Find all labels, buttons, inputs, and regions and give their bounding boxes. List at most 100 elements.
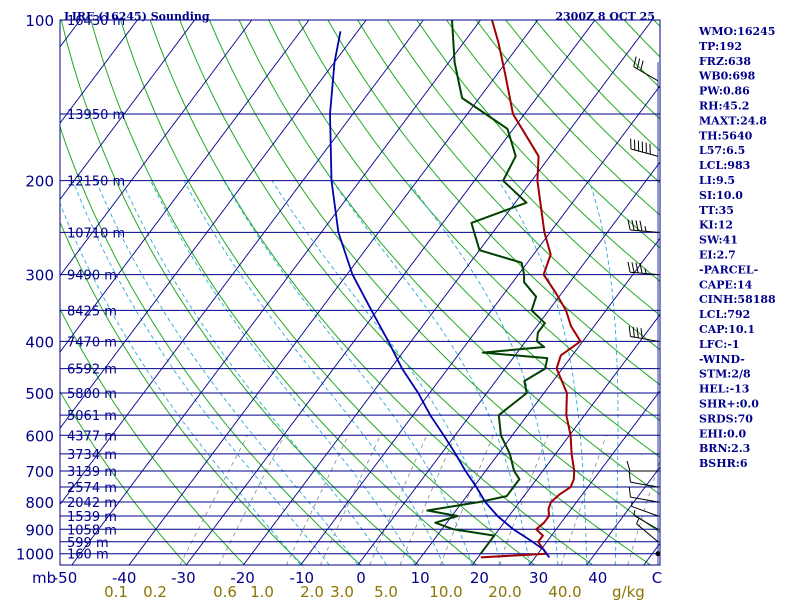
moist-adiabat xyxy=(498,180,588,565)
mixing-ratio-line xyxy=(399,435,456,565)
index-item: KI:12 xyxy=(699,219,733,232)
temperature-axis-labels: -50 -40 -30 -20 -10 0 10 20 30 40 C xyxy=(53,569,662,587)
moist-adiabat xyxy=(588,180,619,565)
mixing-ratio-tick-label: 10.0 xyxy=(429,583,462,600)
mixing-ratio-line xyxy=(560,435,607,565)
mixing-ratio-tick-label: 1.0 xyxy=(250,583,274,600)
isotherm xyxy=(60,20,138,124)
height-label: 3139 m xyxy=(67,465,117,480)
wind-barb xyxy=(630,138,659,157)
isotherm xyxy=(471,313,660,565)
wind-barb xyxy=(633,510,659,530)
moist-adiabat xyxy=(407,180,559,565)
index-item: RH:45.2 xyxy=(699,100,749,113)
isotherm xyxy=(586,466,660,565)
dry-adiabat xyxy=(60,308,246,565)
dry-adiabat xyxy=(90,20,478,565)
chart-datetime: 2300Z 8 OCT 25 xyxy=(555,10,655,23)
height-label: 7470 m xyxy=(67,335,117,350)
wind-barb xyxy=(631,501,659,517)
moist-adiabat xyxy=(72,180,330,565)
isotherm xyxy=(60,20,310,353)
index-item: CINH:58188 xyxy=(699,293,776,306)
pressure-tick-label: 500 xyxy=(25,385,54,403)
mixing-ratio-line xyxy=(369,435,428,565)
moist-adiabat xyxy=(183,180,445,565)
pressure-tick-label: 1000 xyxy=(16,546,54,564)
wind-barb xyxy=(628,486,659,503)
moist-adiabat xyxy=(150,180,416,565)
mixing-ratio-tick-label: 2.0 xyxy=(300,583,324,600)
height-label: 8425 m xyxy=(67,304,117,319)
index-item: SW:41 xyxy=(699,234,738,247)
mixing-ratio-unit: g/kg xyxy=(612,583,645,600)
index-item: SHR+:0.0 xyxy=(699,398,759,411)
wind-barb xyxy=(626,460,658,472)
isotherm xyxy=(243,20,653,565)
mixing-ratio-line xyxy=(498,435,549,565)
isotherms xyxy=(60,20,660,565)
dry-adiabat xyxy=(60,220,304,565)
mixing-ratio-line xyxy=(439,435,494,565)
dry-adiabat xyxy=(416,20,660,282)
mixing-ratio-tick-label: 3.0 xyxy=(330,583,354,600)
chart-title: LIRE (16245) Sounding xyxy=(64,10,210,23)
index-item: SI:10.0 xyxy=(699,189,743,202)
dewpoint-line xyxy=(426,20,549,555)
dry-adiabat xyxy=(60,20,420,565)
pressure-unit-label: mb xyxy=(32,569,56,587)
pressure-tick-label: 400 xyxy=(25,333,54,351)
mixing-ratio-tick-label: 0.1 xyxy=(104,583,128,600)
wind-barb xyxy=(636,518,659,543)
temperature-tick-label: 10 xyxy=(411,569,430,587)
isotherm xyxy=(529,390,660,565)
moist-adiabat xyxy=(95,180,359,565)
mixing-ratio-line xyxy=(179,435,248,565)
temperature-tick-label: 20 xyxy=(470,569,489,587)
temperature-tick-label: C xyxy=(652,569,662,587)
dry-adiabat xyxy=(149,20,593,565)
index-item: -WIND- xyxy=(699,353,745,366)
height-label: 10710 m xyxy=(67,226,125,241)
height-label: 3734 m xyxy=(67,448,117,463)
wind-barb xyxy=(628,471,659,488)
index-item: TP:192 xyxy=(699,40,742,53)
index-item: -PARCEL- xyxy=(699,263,758,276)
temperature-tick-label: -40 xyxy=(112,569,137,587)
dry-adiabat xyxy=(297,20,660,422)
index-item: LI:9.5 xyxy=(699,174,735,187)
height-label: 1058 m xyxy=(67,523,117,538)
height-label: 6592 m xyxy=(67,363,117,378)
temperature-tick-label: 30 xyxy=(529,569,548,587)
isotherm xyxy=(60,20,253,277)
mixing-ratio-tick-label: 0.6 xyxy=(213,583,237,600)
dry-adiabat xyxy=(60,125,362,565)
parcel-line xyxy=(329,31,551,558)
height-label: 1539 m xyxy=(67,510,117,525)
index-item: L57:6.5 xyxy=(699,144,745,157)
profile-series xyxy=(329,20,582,559)
mixing-ratio-tick-label: 40.0 xyxy=(548,583,581,600)
isotherm xyxy=(357,161,660,565)
temperature-line xyxy=(480,20,582,559)
isotherm xyxy=(71,20,481,565)
dry-adiabat xyxy=(268,20,660,458)
pressure-tick-label: 900 xyxy=(25,521,54,539)
height-label: 2042 m xyxy=(67,496,117,511)
index-item: WMO:16245 xyxy=(698,25,775,38)
mixing-ratio-line xyxy=(320,435,381,565)
height-labels: 16430 m 13950 m 12150 m 10710 m 9490 m 8425 m… xyxy=(67,14,125,563)
height-label: 9490 m xyxy=(67,269,117,284)
moist-adiabat xyxy=(331,180,530,565)
dry-adiabat xyxy=(446,20,660,249)
pressure-tick-label: 200 xyxy=(25,173,54,191)
mixing-ratio-tick-label: 5.0 xyxy=(374,583,398,600)
height-label: 5061 m xyxy=(67,409,117,424)
dry-adiabat xyxy=(60,390,188,565)
moist-adiabat xyxy=(60,202,301,565)
mixing-ratio-lines xyxy=(179,435,660,565)
moist-adiabats xyxy=(60,180,619,565)
isobars xyxy=(60,19,660,555)
moist-adiabat xyxy=(271,180,502,565)
